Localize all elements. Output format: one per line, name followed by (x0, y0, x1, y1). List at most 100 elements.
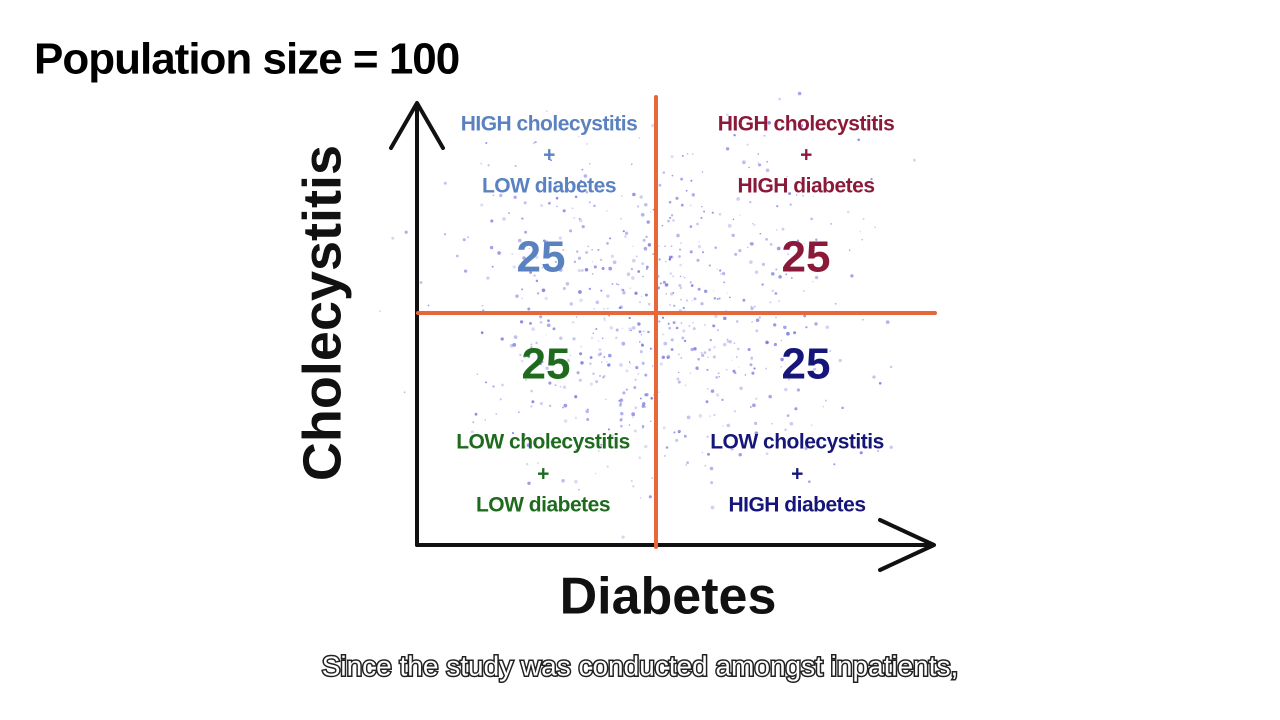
dot (541, 288, 546, 293)
dot (677, 353, 680, 356)
dot (615, 283, 618, 285)
dot (589, 382, 593, 386)
dot (696, 222, 699, 226)
dot (591, 441, 593, 444)
dot (771, 272, 775, 276)
dot (597, 248, 600, 251)
dot (780, 339, 783, 342)
dot (600, 289, 603, 292)
dot (822, 406, 824, 408)
dot (586, 143, 588, 145)
dot (736, 197, 740, 201)
quadrant-label: LOW diabetes (476, 494, 610, 517)
dot (581, 168, 584, 171)
dot (558, 268, 563, 272)
dot (755, 397, 758, 400)
dot (665, 260, 667, 263)
dot (670, 292, 674, 296)
dot (713, 296, 717, 300)
y-arrow (389, 101, 445, 150)
dot (723, 316, 727, 321)
dot (707, 452, 710, 456)
dot (609, 326, 614, 330)
dot (758, 163, 762, 167)
dot (746, 143, 749, 146)
quadrant-count: 25 (782, 233, 831, 282)
dot (631, 412, 636, 417)
dot (718, 212, 722, 216)
dot (738, 366, 740, 369)
dot (403, 391, 406, 394)
dot (641, 424, 645, 428)
dot (686, 415, 691, 420)
dot (709, 466, 714, 471)
dot (824, 399, 827, 402)
dot (815, 238, 818, 241)
dot (622, 289, 625, 292)
population-dots (379, 91, 916, 539)
dot (695, 366, 699, 370)
dot (693, 297, 697, 301)
dot (838, 358, 842, 363)
dot (585, 251, 589, 254)
dot (785, 273, 788, 276)
dot (698, 413, 703, 418)
dot (464, 445, 467, 449)
dot (590, 336, 594, 340)
quadrant-count: 25 (517, 233, 566, 282)
dot (663, 341, 668, 346)
dot (829, 372, 832, 374)
dot (735, 320, 739, 323)
dot (511, 253, 514, 255)
dot (640, 334, 643, 336)
dot (697, 357, 700, 361)
dot (747, 348, 751, 351)
dot (609, 237, 612, 240)
quadrant-label: + (800, 144, 812, 167)
dot (768, 394, 772, 399)
dot (621, 341, 626, 346)
dot (628, 424, 631, 426)
dot (603, 374, 606, 378)
dot (678, 284, 682, 287)
dot (729, 296, 731, 299)
dot (508, 212, 510, 215)
dot (810, 424, 813, 427)
dot (812, 195, 815, 197)
dot (550, 159, 552, 162)
dot (726, 340, 730, 343)
dot (599, 352, 602, 355)
dot (632, 245, 634, 248)
dot (607, 307, 609, 310)
dot (427, 304, 430, 307)
dot (701, 353, 705, 358)
dot (631, 276, 635, 280)
dot (677, 371, 680, 374)
dot (484, 419, 486, 421)
dot (785, 444, 787, 447)
dot (753, 367, 756, 370)
dot (633, 429, 637, 433)
dot (671, 174, 674, 177)
dot (684, 277, 686, 279)
dot (658, 258, 661, 261)
dot (748, 438, 751, 441)
dot (774, 292, 778, 295)
dot (601, 337, 604, 340)
dot (638, 301, 642, 304)
dot (698, 241, 700, 243)
dot (601, 267, 605, 270)
dot (515, 294, 519, 298)
dot (643, 246, 648, 251)
dot (588, 287, 591, 291)
dot (662, 171, 666, 174)
dot (639, 195, 643, 199)
dot (632, 192, 636, 197)
dot (634, 406, 638, 410)
dot (749, 260, 753, 264)
dot (680, 299, 682, 301)
dot (492, 385, 495, 388)
dot (677, 429, 681, 433)
dot (628, 361, 631, 363)
